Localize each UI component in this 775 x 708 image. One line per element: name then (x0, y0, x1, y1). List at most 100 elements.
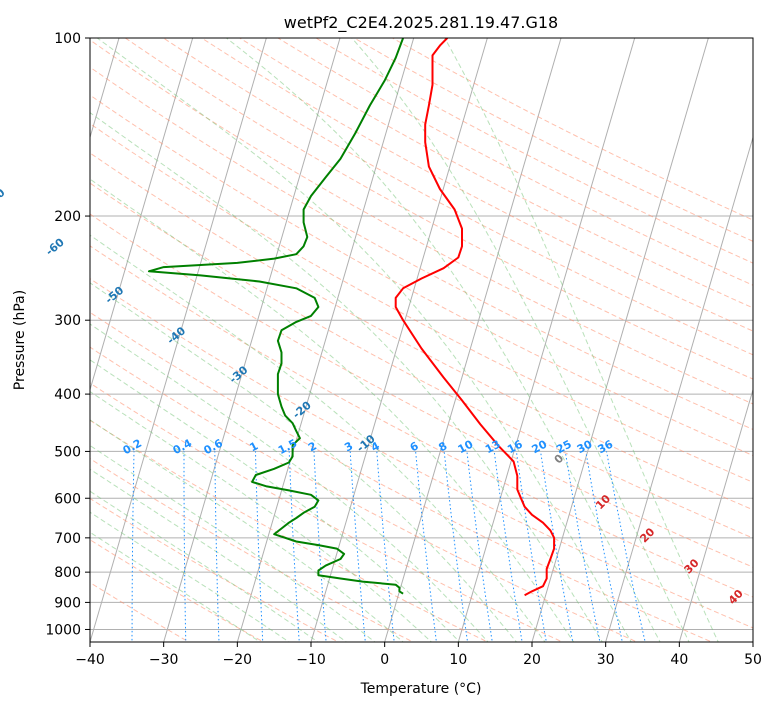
isotherm-line (752, 640, 753, 642)
dry-adiabat-label: -60 (43, 235, 67, 258)
x-tick-label: 30 (597, 652, 615, 668)
background-lines (90, 38, 753, 642)
dry-adiabat-line (90, 245, 753, 598)
isotherm-line (457, 38, 636, 642)
moist-adiabat-line (90, 234, 546, 642)
plot-frame (89, 37, 754, 643)
y-tick-label: 100 (54, 31, 81, 47)
moist-adiabat-label: 20 (637, 525, 657, 545)
mixing-ratio-line (540, 451, 574, 642)
isotherm-line (90, 38, 120, 140)
x-tick-label: −30 (149, 652, 179, 668)
dry-adiabat-line (391, 38, 753, 221)
isotherm-line (90, 38, 194, 392)
y-tick-label: 600 (54, 491, 81, 507)
isotherm-line (384, 38, 562, 642)
moist-adiabat-line (90, 511, 291, 642)
dry-adiabat-line (238, 38, 753, 309)
mixing-ratio-line (585, 451, 623, 642)
y-tick-label: 500 (54, 444, 81, 460)
mixing-ratio-label: 0.6 (202, 436, 226, 457)
isotherm-line (90, 38, 267, 642)
mixing-ratio-label: 8 (436, 439, 449, 454)
x-axis-label: Temperature (°C) (360, 681, 482, 697)
dewpoint-profile (147, 38, 405, 595)
moist-adiabat-line (351, 38, 690, 642)
mixing-ratio-label: 0.2 (121, 437, 144, 458)
dry-adiabat-label: -50 (103, 284, 127, 307)
dry-adiabat-line (276, 38, 753, 286)
y-tick-label: 800 (54, 565, 81, 581)
dry-adiabat-line (90, 346, 639, 642)
moist-adiabat-line (90, 468, 348, 642)
dry-adiabat-line (124, 38, 753, 380)
dry-adiabat-line (90, 213, 753, 568)
moist-adiabat-line (90, 419, 404, 642)
mixing-ratio-label: 1.5 (276, 437, 299, 458)
mixing-ratio-line (131, 451, 135, 642)
x-tick-label: 0 (380, 652, 389, 668)
dry-adiabat-line (90, 458, 415, 642)
mixing-ratio-label: 36 (596, 437, 616, 456)
mixing-ratio-label: 3 (342, 439, 355, 454)
isotherm-line (236, 38, 415, 642)
dry-adiabat-line (90, 66, 753, 430)
x-tick-label: −10 (296, 652, 326, 668)
y-tick-label: 1000 (45, 622, 81, 638)
isotherm-line (605, 135, 753, 642)
moist-adiabat-line (90, 112, 603, 642)
mixing-ratio-label: 10 (456, 437, 476, 456)
moist-adiabat-label: 30 (682, 556, 702, 576)
x-tick-label: 10 (449, 652, 467, 668)
mixing-ratio-label: 13 (483, 438, 503, 457)
dry-adiabat-line (90, 311, 713, 642)
dry-adiabat-line (90, 419, 489, 642)
mixing-ratio-label: 20 (530, 437, 550, 456)
mixing-ratio-label: 16 (505, 437, 525, 456)
mixing-ratio-line (288, 451, 300, 642)
dry-adiabat-line (90, 278, 753, 629)
mixing-ratio-line (564, 451, 601, 642)
y-tick-label: 400 (54, 387, 81, 403)
y-tick-label: 900 (54, 595, 81, 611)
isotherm-line (678, 387, 753, 642)
mixing-ratio-line (214, 451, 220, 642)
x-tick-label: −20 (223, 652, 253, 668)
dry-adiabat-label: -20 (290, 398, 314, 421)
mixing-ratio-line (515, 451, 547, 642)
mixing-ratio-label: 1 (247, 439, 260, 454)
dry-adiabat-line (90, 581, 190, 642)
moist-adiabat-line (90, 444, 376, 642)
dry-adiabat-line (90, 123, 753, 483)
moist-adiabat-line (90, 282, 518, 642)
moist-adiabat-label: 10 (593, 492, 613, 512)
x-tick-label: 50 (744, 652, 762, 668)
moist-adiabat-line (90, 359, 461, 642)
isotherm-line (531, 38, 709, 642)
dry-adiabat-line (90, 382, 564, 642)
moist-adiabat-line (90, 490, 319, 642)
y-axis-label: Pressure (hPa) (12, 290, 28, 390)
moist-adiabat-line (444, 38, 719, 642)
moist-adiabat-line (90, 390, 433, 642)
mixing-ratio-label: 2 (306, 439, 319, 454)
mixing-ratio-line (255, 451, 264, 642)
moist-adiabat-line (90, 323, 489, 642)
dry-adiabat-label: -70 (0, 186, 8, 209)
x-tick-label: 40 (670, 652, 688, 668)
dry-adiabat-line (162, 38, 753, 356)
isotherm-line (163, 38, 341, 642)
y-tick-label: 700 (54, 531, 81, 547)
profile-lines (147, 38, 556, 597)
mixing-ratio-label: 0.4 (171, 436, 195, 457)
dry-adiabat-line (90, 152, 753, 511)
y-tick-label: 300 (54, 313, 81, 329)
dry-adiabat-line (315, 38, 753, 264)
moist-adiabat-line (90, 178, 575, 642)
line-labels: 0.20.40.611.52346810131620253036-100-90-… (0, 186, 746, 607)
moist-adiabat-line (96, 38, 632, 642)
mixing-ratio-line (376, 451, 395, 642)
chart-title: wetPf2_C2E4.2025.281.19.47.G18 (284, 13, 558, 33)
x-tick-label: 20 (523, 652, 541, 668)
temperature-profile (394, 38, 556, 597)
